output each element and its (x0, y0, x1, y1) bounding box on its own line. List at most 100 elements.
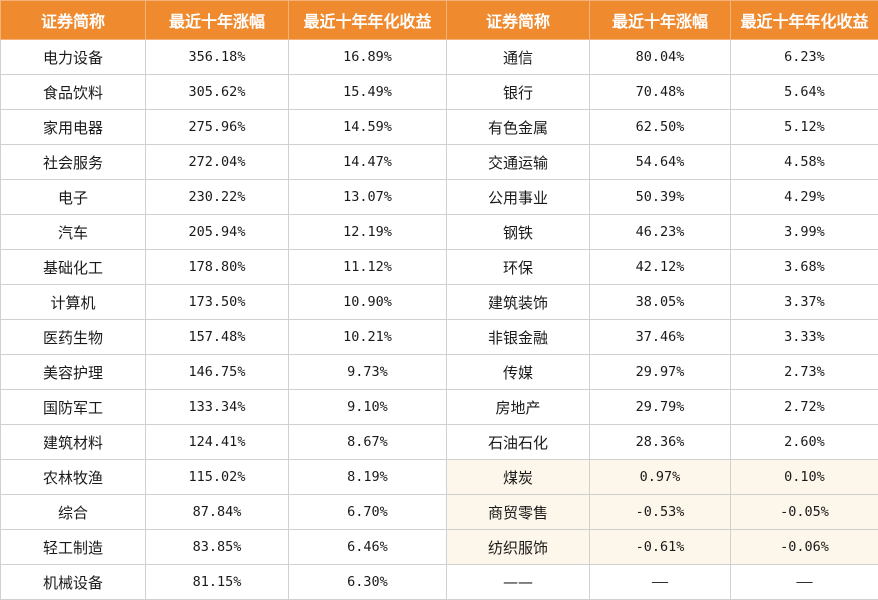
right-ten-year-annualized-cell: 3.33% (731, 320, 878, 355)
table-row: 建筑材料 124.41% 8.67% 石油石化 28.36% 2.60% (1, 425, 878, 460)
left-security-name-cell: 建筑材料 (1, 425, 146, 460)
right-ten-year-gain-cell: 50.39% (590, 180, 731, 215)
right-security-name-cell: 商贸零售 (447, 495, 590, 530)
header-row: 证券简称 最近十年涨幅 最近十年年化收益 证券简称 最近十年涨幅 最近十年年化收… (1, 1, 878, 40)
left-ten-year-gain-cell: 115.02% (146, 460, 289, 495)
header-security-name-left: 证券简称 (1, 1, 146, 40)
left-ten-year-gain-cell: 275.96% (146, 110, 289, 145)
right-ten-year-gain-cell: 0.97% (590, 460, 731, 495)
right-security-name-cell: 银行 (447, 75, 590, 110)
left-ten-year-annualized-cell: 16.89% (289, 40, 447, 75)
right-ten-year-annualized-cell: 2.60% (731, 425, 878, 460)
right-ten-year-gain-cell: 80.04% (590, 40, 731, 75)
right-ten-year-gain-cell: 38.05% (590, 285, 731, 320)
right-security-name-cell: —— (447, 565, 590, 600)
right-ten-year-annualized-cell: 5.12% (731, 110, 878, 145)
right-ten-year-annualized-cell: 5.64% (731, 75, 878, 110)
right-ten-year-annualized-cell: 4.58% (731, 145, 878, 180)
table-row: 计算机 173.50% 10.90% 建筑装饰 38.05% 3.37% (1, 285, 878, 320)
left-ten-year-annualized-cell: 8.19% (289, 460, 447, 495)
right-ten-year-gain-cell: 37.46% (590, 320, 731, 355)
left-security-name-cell: 电子 (1, 180, 146, 215)
left-security-name-cell: 综合 (1, 495, 146, 530)
left-security-name-cell: 农林牧渔 (1, 460, 146, 495)
table-row: 综合 87.84% 6.70% 商贸零售 -0.53% -0.05% (1, 495, 878, 530)
header-security-name-right: 证券简称 (447, 1, 590, 40)
header-ten-year-gain-left: 最近十年涨幅 (146, 1, 289, 40)
table-row: 基础化工 178.80% 11.12% 环保 42.12% 3.68% (1, 250, 878, 285)
right-ten-year-gain-cell: 29.97% (590, 355, 731, 390)
left-ten-year-annualized-cell: 12.19% (289, 215, 447, 250)
right-security-name-cell: 非银金融 (447, 320, 590, 355)
right-security-name-cell: 房地产 (447, 390, 590, 425)
table-row: 汽车 205.94% 12.19% 钢铁 46.23% 3.99% (1, 215, 878, 250)
table-row: 国防军工 133.34% 9.10% 房地产 29.79% 2.72% (1, 390, 878, 425)
left-ten-year-gain-cell: 178.80% (146, 250, 289, 285)
right-ten-year-gain-cell: -0.53% (590, 495, 731, 530)
left-ten-year-gain-cell: 205.94% (146, 215, 289, 250)
right-security-name-cell: 环保 (447, 250, 590, 285)
table-row: 机械设备 81.15% 6.30% —— —— —— (1, 565, 878, 600)
right-ten-year-annualized-cell: 0.10% (731, 460, 878, 495)
left-ten-year-gain-cell: 146.75% (146, 355, 289, 390)
left-ten-year-annualized-cell: 6.46% (289, 530, 447, 565)
left-security-name-cell: 医药生物 (1, 320, 146, 355)
left-security-name-cell: 食品饮料 (1, 75, 146, 110)
right-ten-year-annualized-cell: —— (731, 565, 878, 600)
left-ten-year-annualized-cell: 15.49% (289, 75, 447, 110)
left-security-name-cell: 国防军工 (1, 390, 146, 425)
right-security-name-cell: 传媒 (447, 355, 590, 390)
left-ten-year-gain-cell: 83.85% (146, 530, 289, 565)
right-security-name-cell: 交通运输 (447, 145, 590, 180)
left-security-name-cell: 基础化工 (1, 250, 146, 285)
left-security-name-cell: 美容护理 (1, 355, 146, 390)
table-header: 证券简称 最近十年涨幅 最近十年年化收益 证券简称 最近十年涨幅 最近十年年化收… (1, 1, 878, 40)
left-ten-year-annualized-cell: 11.12% (289, 250, 447, 285)
right-ten-year-gain-cell: 28.36% (590, 425, 731, 460)
right-ten-year-annualized-cell: 3.37% (731, 285, 878, 320)
left-security-name-cell: 计算机 (1, 285, 146, 320)
left-security-name-cell: 家用电器 (1, 110, 146, 145)
left-ten-year-annualized-cell: 10.21% (289, 320, 447, 355)
table-body: 电力设备 356.18% 16.89% 通信 80.04% 6.23% 食品饮料 305.62… (1, 40, 878, 600)
left-ten-year-annualized-cell: 13.07% (289, 180, 447, 215)
header-ten-year-annualized-right: 最近十年年化收益 (731, 1, 878, 40)
left-ten-year-annualized-cell: 6.30% (289, 565, 447, 600)
right-security-name-cell: 有色金属 (447, 110, 590, 145)
left-security-name-cell: 轻工制造 (1, 530, 146, 565)
right-ten-year-gain-cell: 54.64% (590, 145, 731, 180)
left-ten-year-gain-cell: 230.22% (146, 180, 289, 215)
right-security-name-cell: 钢铁 (447, 215, 590, 250)
left-security-name-cell: 汽车 (1, 215, 146, 250)
right-ten-year-annualized-cell: -0.05% (731, 495, 878, 530)
right-ten-year-annualized-cell: 2.73% (731, 355, 878, 390)
left-ten-year-annualized-cell: 9.73% (289, 355, 447, 390)
right-security-name-cell: 煤炭 (447, 460, 590, 495)
right-ten-year-gain-cell: 42.12% (590, 250, 731, 285)
right-ten-year-gain-cell: 29.79% (590, 390, 731, 425)
left-ten-year-annualized-cell: 8.67% (289, 425, 447, 460)
right-security-name-cell: 纺织服饰 (447, 530, 590, 565)
table-row: 医药生物 157.48% 10.21% 非银金融 37.46% 3.33% (1, 320, 878, 355)
right-ten-year-gain-cell: 70.48% (590, 75, 731, 110)
table-row: 轻工制造 83.85% 6.46% 纺织服饰 -0.61% -0.06% (1, 530, 878, 565)
right-ten-year-annualized-cell: -0.06% (731, 530, 878, 565)
left-security-name-cell: 机械设备 (1, 565, 146, 600)
table-row: 社会服务 272.04% 14.47% 交通运输 54.64% 4.58% (1, 145, 878, 180)
left-ten-year-annualized-cell: 10.90% (289, 285, 447, 320)
table-row: 电子 230.22% 13.07% 公用事业 50.39% 4.29% (1, 180, 878, 215)
table-row: 美容护理 146.75% 9.73% 传媒 29.97% 2.73% (1, 355, 878, 390)
left-ten-year-gain-cell: 133.34% (146, 390, 289, 425)
right-ten-year-gain-cell: —— (590, 565, 731, 600)
header-ten-year-annualized-left: 最近十年年化收益 (289, 1, 447, 40)
left-ten-year-annualized-cell: 14.47% (289, 145, 447, 180)
right-ten-year-annualized-cell: 3.99% (731, 215, 878, 250)
table-row: 食品饮料 305.62% 15.49% 银行 70.48% 5.64% (1, 75, 878, 110)
left-ten-year-gain-cell: 81.15% (146, 565, 289, 600)
header-ten-year-gain-right: 最近十年涨幅 (590, 1, 731, 40)
left-ten-year-gain-cell: 272.04% (146, 145, 289, 180)
right-ten-year-annualized-cell: 4.29% (731, 180, 878, 215)
left-ten-year-annualized-cell: 6.70% (289, 495, 447, 530)
left-security-name-cell: 社会服务 (1, 145, 146, 180)
